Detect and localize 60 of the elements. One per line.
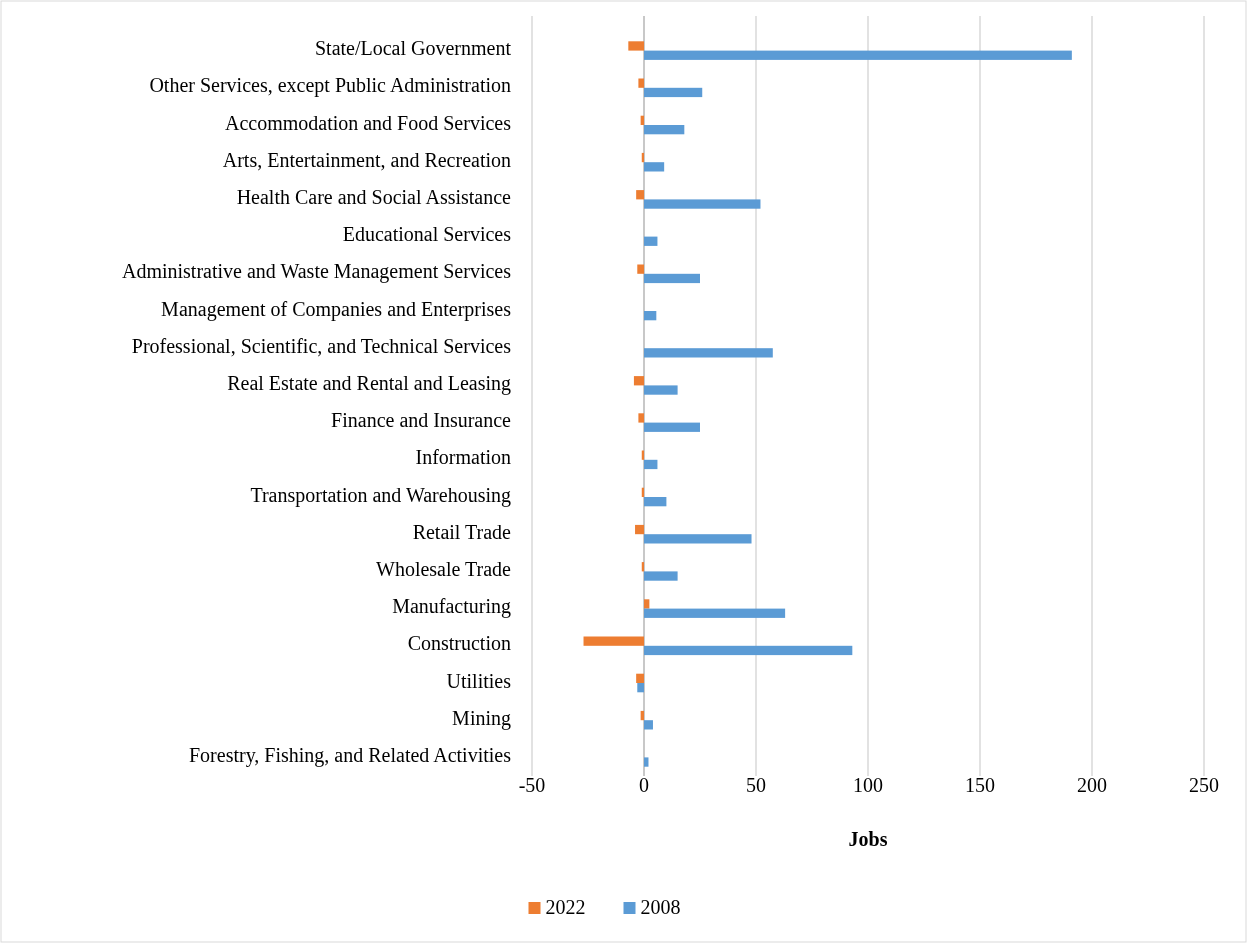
bar [583,636,644,646]
bar [644,385,678,395]
bar [637,683,644,693]
bar [644,645,853,656]
bar [644,125,685,135]
legend-label: 2022 [545,895,586,918]
bar [635,524,644,535]
bar [644,571,678,581]
x-tick-label: 150 [965,773,995,796]
bar [638,78,644,88]
y-tick-label: Mining [452,706,511,730]
bar [644,599,650,609]
y-tick-label: Transportation and Warehousing [250,483,511,507]
bar [644,87,703,98]
bar [644,757,649,767]
x-axis-title: Jobs [848,827,888,850]
y-tick-label: Health Care and Social Assistance [236,185,512,208]
y-tick-label: State/Local Government [314,37,512,60]
x-tick-label: 100 [853,773,883,796]
y-tick-label: Professional, Scientific, and Technical Services [131,334,512,357]
bar [644,720,653,730]
y-tick-label: Arts, Entertainment, and Recreation [222,148,511,171]
y-tick-label: Construction [407,632,511,655]
bar [644,311,657,321]
y-tick-label: Educational Services [342,223,512,246]
bar [644,199,761,209]
y-tick-label: Real Estate and Rental and Leasing [227,371,511,395]
y-tick-label: Administrative and Waste Management Services [121,260,512,284]
y-tick-label: Finance and Insurance [331,409,512,432]
bar [644,497,667,507]
y-tick-label: Other Services, except Public Administration [149,74,511,98]
bar [644,422,700,432]
bar [644,459,658,470]
bar [644,608,786,618]
x-tick-label: -50 [518,773,546,796]
bar [638,413,644,423]
bar [644,236,658,246]
x-tick-label: 50 [746,773,766,796]
x-tick-label: 0 [639,773,649,796]
y-tick-label: Retail Trade [412,520,512,543]
bar [644,273,700,284]
y-tick-label: Management of Companies and Enterprises [161,297,512,321]
bar [644,348,773,358]
y-tick-label: Forestry, Fishing, and Related Activities [188,743,512,767]
bar [636,190,644,200]
y-tick-label: Manufacturing [392,595,511,619]
bar [644,50,1072,60]
bar [637,264,644,274]
y-tick-label: Accommodation and Food Services [224,111,512,134]
y-tick-label: Utilities [446,669,512,692]
legend-label: 2008 [640,895,681,918]
bar [644,162,665,172]
y-tick-label: Wholesale Trade [376,557,512,580]
bar [636,673,644,683]
y-tick-label: Information [415,446,511,469]
x-tick-label: 250 [1189,773,1219,796]
bar [633,376,644,386]
bar [644,534,752,544]
x-tick-label: 200 [1077,773,1107,796]
bar [628,41,644,51]
